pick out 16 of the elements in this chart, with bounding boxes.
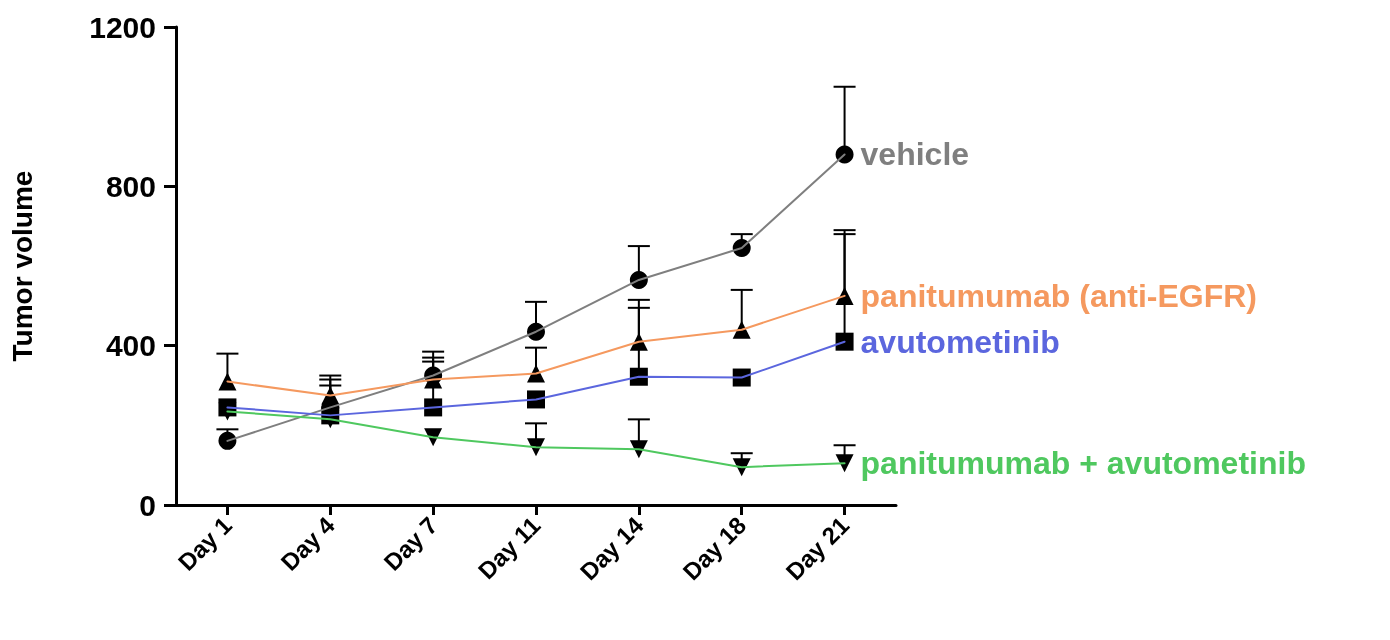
x-tick-label: Day 21: [780, 511, 855, 586]
x-tick-label: Day 14: [574, 510, 649, 586]
x-tick-label: Day 18: [677, 511, 752, 586]
series-label: panitumumab + avutometinib: [860, 445, 1306, 482]
series-label: avutometinib: [860, 323, 1060, 360]
x-tick-label: Day 7: [378, 511, 443, 576]
series-label: panitumumab (anti-EGFR): [860, 277, 1257, 314]
y-tick-label: 400: [105, 329, 156, 363]
x-tick-label: Day 1: [172, 511, 237, 576]
x-tick-label: Day 11: [472, 511, 546, 585]
y-tick-label: 0: [139, 488, 156, 522]
y-axis-title: Tumor volume: [6, 170, 38, 362]
y-tick-label: 1200: [89, 10, 156, 44]
y-tick-label: 800: [105, 169, 156, 203]
series-label: vehicle: [860, 136, 970, 173]
x-tick-label: Day 4: [275, 511, 341, 576]
